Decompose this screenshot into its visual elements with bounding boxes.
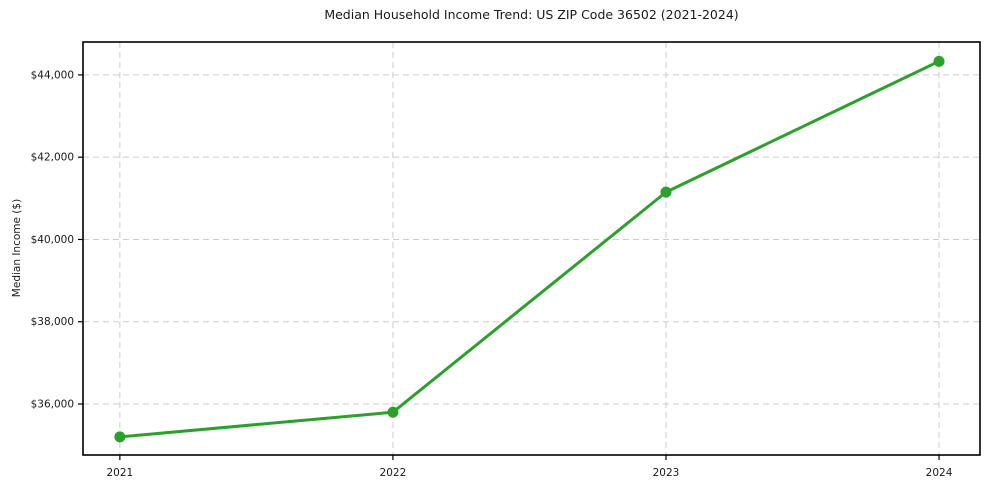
data-point-marker [114,431,126,443]
plot-border [82,41,981,456]
data-point-marker [933,55,945,67]
x-tick-label: 2023 [653,467,680,479]
data-point-marker [387,406,399,418]
y-tick-label: $36,000 [31,398,74,410]
x-tick-label: 2024 [926,467,953,479]
y-tick-label: $42,000 [31,152,74,164]
y-tick-label: $38,000 [31,316,74,328]
income-trend-line [118,59,941,439]
x-tick-label: 2021 [106,467,133,479]
data-point-marker [660,186,672,198]
x-tick-label: 2022 [380,467,407,479]
y-tick-label: $44,000 [31,69,74,81]
chart-title: Median Household Income Trend: US ZIP Co… [324,7,739,22]
y-tick-label: $40,000 [31,234,74,246]
